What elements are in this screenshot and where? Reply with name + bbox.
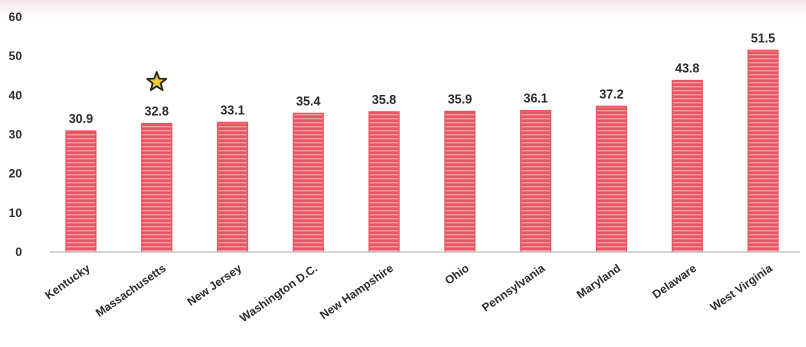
- bars-group: [65, 49, 779, 253]
- y-tick-label: 60: [9, 10, 23, 24]
- y-tick-label: 20: [9, 167, 23, 181]
- bar: [520, 110, 552, 253]
- y-tick-label: 30: [9, 128, 23, 142]
- bar: [747, 49, 779, 253]
- category-labels-group: Kentucky Massachusetts New JerseyWashingto…: [43, 262, 775, 325]
- category-label: Delaware: [651, 263, 699, 302]
- category-label: West Virginia: [709, 262, 776, 314]
- category-label: Maryland: [575, 263, 623, 302]
- bar-value-label: 35.9: [448, 92, 472, 106]
- bar-value-label: 51.5: [751, 31, 775, 45]
- bar-value-label: 36.1: [524, 92, 548, 106]
- category-label: New Hampshire: [318, 263, 396, 322]
- star-icon: [146, 71, 168, 91]
- bar-value-label: 33.1: [220, 103, 244, 117]
- category-label: New Jersey: [185, 262, 244, 308]
- bar: [671, 79, 703, 253]
- y-tick-label: 50: [9, 49, 23, 63]
- bar: [292, 112, 324, 253]
- y-tick-label: 10: [9, 206, 23, 220]
- bar: [595, 105, 628, 253]
- category-label: Washington D.C.: [238, 263, 320, 325]
- category-label: Ohio: [443, 263, 471, 288]
- bar: [141, 122, 173, 253]
- value-labels-group: 30.9 32.8 33.1 35.4 35.8 35.9 36.1 37.2 43.8 51.5: [69, 31, 776, 126]
- bar: [444, 110, 476, 253]
- y-axis-ticks: 0 10 20 30 40 50 60: [9, 10, 23, 259]
- category-label: Pennsylvania: [480, 262, 548, 314]
- category-label: Massachusetts: [94, 263, 168, 320]
- bar: [65, 130, 97, 253]
- highlight-marker-group: [146, 71, 168, 91]
- bar: [216, 121, 249, 253]
- category-label: Kentucky: [43, 262, 93, 302]
- bar-value-label: 37.2: [599, 87, 623, 101]
- bar-value-label: 32.8: [145, 105, 169, 119]
- bar-value-label: 43.8: [675, 61, 699, 75]
- bar-value-label: 35.8: [372, 93, 396, 107]
- y-tick-label: 40: [9, 88, 23, 102]
- bar-value-label: 35.4: [296, 94, 320, 108]
- bar-value-label: 30.9: [69, 112, 93, 126]
- top-band: [0, 0, 806, 22]
- y-tick-label: 0: [15, 245, 22, 259]
- bar: [368, 111, 400, 253]
